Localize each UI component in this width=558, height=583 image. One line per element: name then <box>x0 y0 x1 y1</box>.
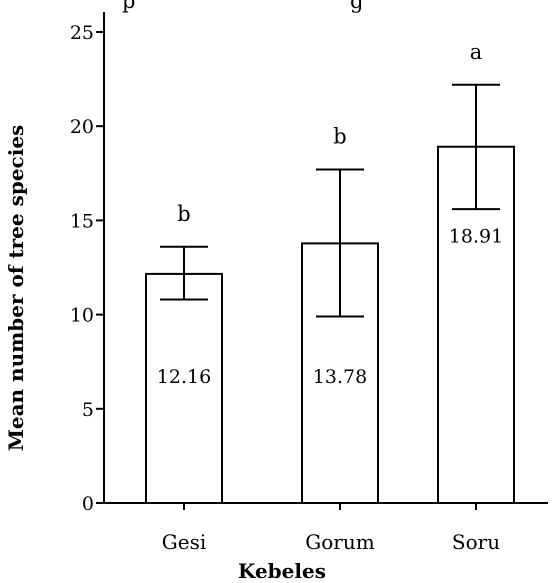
bar-value-label: 18.91 <box>449 226 503 248</box>
x-tick-label: Gesi <box>162 530 206 554</box>
y-tick-label: 10 <box>70 305 94 327</box>
y-axis-title: Mean number of tree species <box>4 125 28 452</box>
significance-letter: a <box>470 40 483 64</box>
bars-group: b 12.16 Gesi b 13.78 Gorum a 18.91 Soru <box>145 40 515 554</box>
x-tick-label: Soru <box>452 530 500 554</box>
y-tick-label: 0 <box>82 493 94 515</box>
bar-gesi <box>145 272 223 505</box>
header-fragment-left: p <box>122 0 135 13</box>
bar-value-label: 13.78 <box>313 366 367 388</box>
x-axis-title: Kebeles <box>238 559 326 583</box>
header-fragment-right: g <box>350 0 363 13</box>
y-tick-label: 20 <box>70 116 94 138</box>
y-tick-label: 5 <box>82 399 94 421</box>
significance-letter: b <box>333 125 346 149</box>
y-axis-ticks: 0 5 10 15 20 25 <box>70 22 104 515</box>
bar-value-label: 12.16 <box>157 366 211 388</box>
significance-letter: b <box>177 202 190 226</box>
y-tick-label: 25 <box>70 22 94 44</box>
x-tick-label: Gorum <box>305 530 374 554</box>
y-tick-label: 15 <box>70 210 94 232</box>
